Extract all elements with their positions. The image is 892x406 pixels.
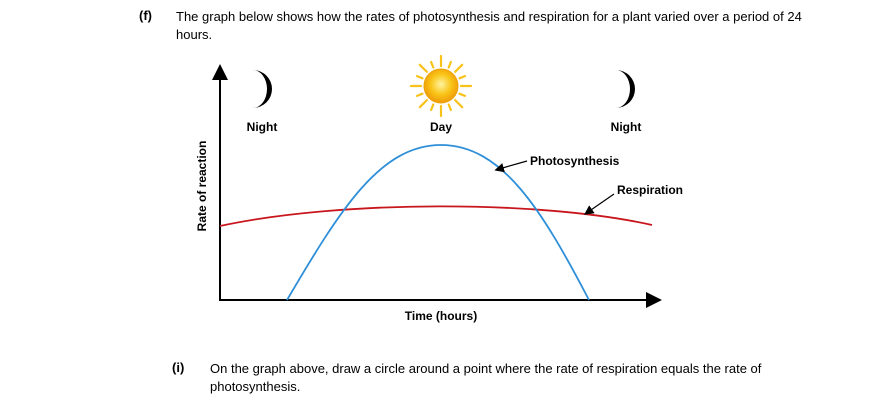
sun-icon — [409, 54, 473, 118]
y-axis-label: Rate of reaction — [195, 141, 209, 232]
question-label: (f) — [139, 8, 152, 23]
sun-ray — [447, 60, 452, 69]
photosynthesis-pointer — [494, 160, 528, 173]
moon-icon — [253, 70, 272, 108]
sun-ray — [415, 74, 424, 80]
x-axis-label: Time (hours) — [405, 309, 477, 323]
sun-ray — [415, 92, 424, 98]
sun-ray — [430, 103, 435, 112]
photosynthesis-label: Photosynthesis — [530, 154, 620, 168]
subquestion-text: On the graph above, draw a circle around… — [210, 361, 762, 394]
sun-ray — [418, 63, 428, 74]
sun-ray — [447, 103, 452, 112]
sun-ray — [418, 98, 428, 109]
sun-ray — [458, 74, 467, 80]
moon-icon — [616, 70, 635, 108]
night-label-right: Night — [611, 120, 642, 134]
sun-ray — [430, 60, 435, 69]
respiration-pointer — [584, 193, 615, 215]
sun-ray — [454, 63, 464, 74]
night-label-left: Night — [247, 120, 278, 134]
photosynthesis-curve — [286, 144, 590, 301]
sun-ray — [454, 98, 464, 109]
respiration-curve — [219, 205, 653, 227]
subquestion-label: (i) — [172, 360, 185, 375]
day-label: Day — [430, 120, 452, 134]
sun-ray — [458, 92, 467, 98]
question-text: The graph below shows how the rates of p… — [176, 9, 802, 42]
respiration-label: Respiration — [617, 183, 683, 197]
